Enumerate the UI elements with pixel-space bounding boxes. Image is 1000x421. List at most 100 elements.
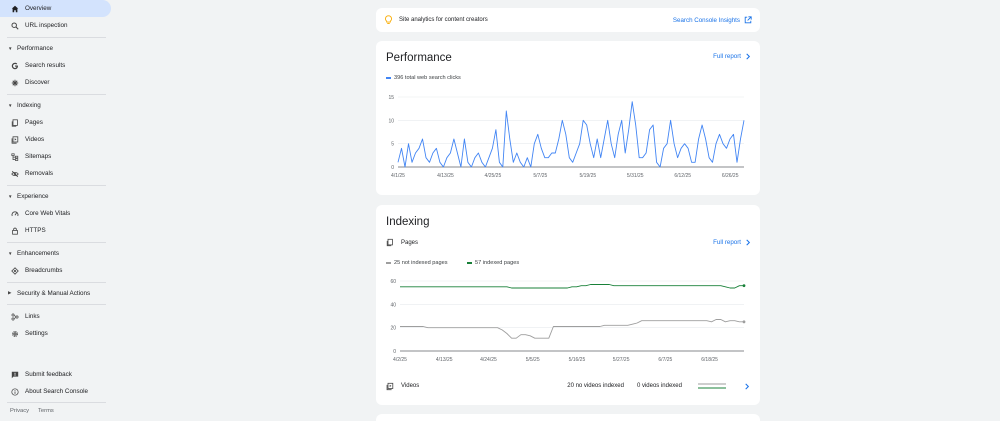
pages-row: Pages [386,238,418,247]
pages-label: Pages [401,239,419,246]
x-tick-label: 4/13/25 [437,173,454,179]
lock-icon [11,227,19,235]
legend-swatch [467,262,472,264]
insights-banner: Site analytics for content creators Sear… [376,8,760,32]
sidebar-divider [7,242,106,243]
x-tick-label: 5/31/25 [627,173,644,179]
sidebar-item-breadcrumbs[interactable]: Breadcrumbs [0,262,111,279]
performance-title: Performance [386,52,452,64]
info-icon [11,387,19,396]
sidebar-divider [7,37,106,38]
y-tick-label: 20 [390,326,396,332]
y-tick-label: 60 [390,279,396,285]
sidebar-item-label: Core Web Vitals [25,210,71,217]
sidebar-divider [7,282,106,283]
section-label: Indexing [17,101,41,109]
sidebar: Overview URL inspection ▼ Performance Se… [0,0,116,421]
gear-icon [11,330,19,338]
videos-row[interactable]: Videos 20 no videos indexed 0 videos ind… [386,379,750,393]
performance-card: Performance Full report 396 total web se… [376,41,760,195]
pages-icon [386,238,393,247]
chevron-right-icon [746,239,751,246]
legend-label: 25 not indexed pages [394,260,448,266]
sidebar-item-core-web-vitals[interactable]: Core Web Vitals [0,205,111,222]
y-tick-label: 0 [393,349,396,355]
x-tick-label: 4/25/25 [485,173,502,179]
terms-link[interactable]: Terms [38,408,54,414]
sidebar-item-label: Pages [25,119,43,126]
sidebar-item-overview[interactable]: Overview [0,0,111,17]
sidebar-item-sitemaps[interactable]: Sitemaps [0,148,111,165]
not-indexed-legend: 25 not indexed pages [386,260,448,266]
google-g-icon [11,62,19,70]
sidebar-item-settings[interactable]: Settings [0,325,111,342]
y-tick-label: 15 [388,95,394,101]
eye-off-icon [11,170,19,178]
sidebar-item-label: Sitemaps [25,153,52,160]
indexing-title: Indexing [386,216,430,228]
sidebar-item-label: Breadcrumbs [25,267,63,274]
sidebar-item-discover[interactable]: Discover [0,74,111,91]
sidebar-divider [7,304,106,305]
sidebar-item-label: About Search Console [25,388,89,395]
caret-down-icon: ▼ [8,193,13,199]
series-line [400,284,744,289]
sidebar-divider [7,185,106,186]
section-label: Security & Manual Actions [17,289,91,297]
performance-full-report-link[interactable]: Full report [713,53,751,60]
x-tick-label: 5/5/25 [526,357,540,363]
sidebar-item-submit-feedback[interactable]: Submit feedback [0,366,111,383]
videos-no-indexed: 20 no videos indexed [567,383,624,389]
sidebar-item-about[interactable]: About Search Console [0,383,111,400]
home-icon [11,5,19,13]
sidebar-item-pages[interactable]: Pages [0,114,111,131]
y-tick-label: 10 [388,118,394,124]
x-tick-label: 6/26/25 [722,173,739,179]
section-enhancements[interactable]: ▼ Enhancements [0,246,111,260]
sidebar-item-label: Settings [25,330,48,337]
performance-legend: 396 total web search clicks [386,75,461,81]
sidebar-item-videos[interactable]: Videos [0,131,111,148]
footer-links: Privacy Terms [10,408,54,414]
section-indexing[interactable]: ▼ Indexing [0,98,111,112]
chevron-right-icon [746,53,751,60]
indexing-full-report-link[interactable]: Full report [713,239,751,246]
x-tick-label: 4/1/25 [391,173,405,179]
sidebar-divider [7,402,106,403]
section-experience[interactable]: ▼ Experience [0,189,111,203]
x-tick-label: 4/13/25 [436,357,453,363]
sidebar-item-label: Overview [25,5,52,12]
sidebar-item-search-results[interactable]: Search results [0,57,111,74]
open-in-new-icon [744,16,752,24]
insights-link-label: Search Console Insights [672,16,740,24]
caret-down-icon: ▼ [8,102,13,108]
sidebar-item-label: Videos [25,136,45,143]
sidebar-item-https[interactable]: HTTPS [0,222,111,239]
links-icon [11,313,19,321]
legend-label: 396 total web search clicks [394,75,461,81]
series-line [400,319,744,339]
indexed-legend: 57 indexed pages [467,260,519,266]
full-report-label: Full report [713,239,741,246]
feedback-icon [11,371,19,379]
privacy-link[interactable]: Privacy [10,408,30,414]
asterisk-icon [11,79,19,87]
sidebar-item-label: Discover [25,79,50,86]
y-tick-label: 0 [391,165,394,171]
diamond-icon [11,266,19,275]
sidebar-item-links[interactable]: Links [0,308,111,325]
sidebar-item-url-inspection[interactable]: URL inspection [0,17,111,34]
sidebar-item-label: URL inspection [25,22,68,29]
performance-chart: 0 5 10 15 4/1/25 4/13/25 4/25/25 5/7/25 5/19/25 5… [388,95,745,179]
x-tick-label: 6/12/25 [674,173,691,179]
sidebar-item-removals[interactable]: Removals [0,165,111,182]
search-console-insights-link[interactable]: Search Console Insights [673,16,752,24]
sidebar-item-label: HTTPS [25,227,46,234]
video-pages-icon [11,135,19,144]
speed-gauge-icon [11,210,19,218]
chevron-right-icon[interactable] [744,383,750,390]
caret-right-icon: ▶ [8,290,12,295]
x-tick-label: 5/7/25 [533,173,547,179]
section-performance[interactable]: ▼ Performance [0,41,111,55]
section-security[interactable]: ▶ Security & Manual Actions [0,286,111,300]
